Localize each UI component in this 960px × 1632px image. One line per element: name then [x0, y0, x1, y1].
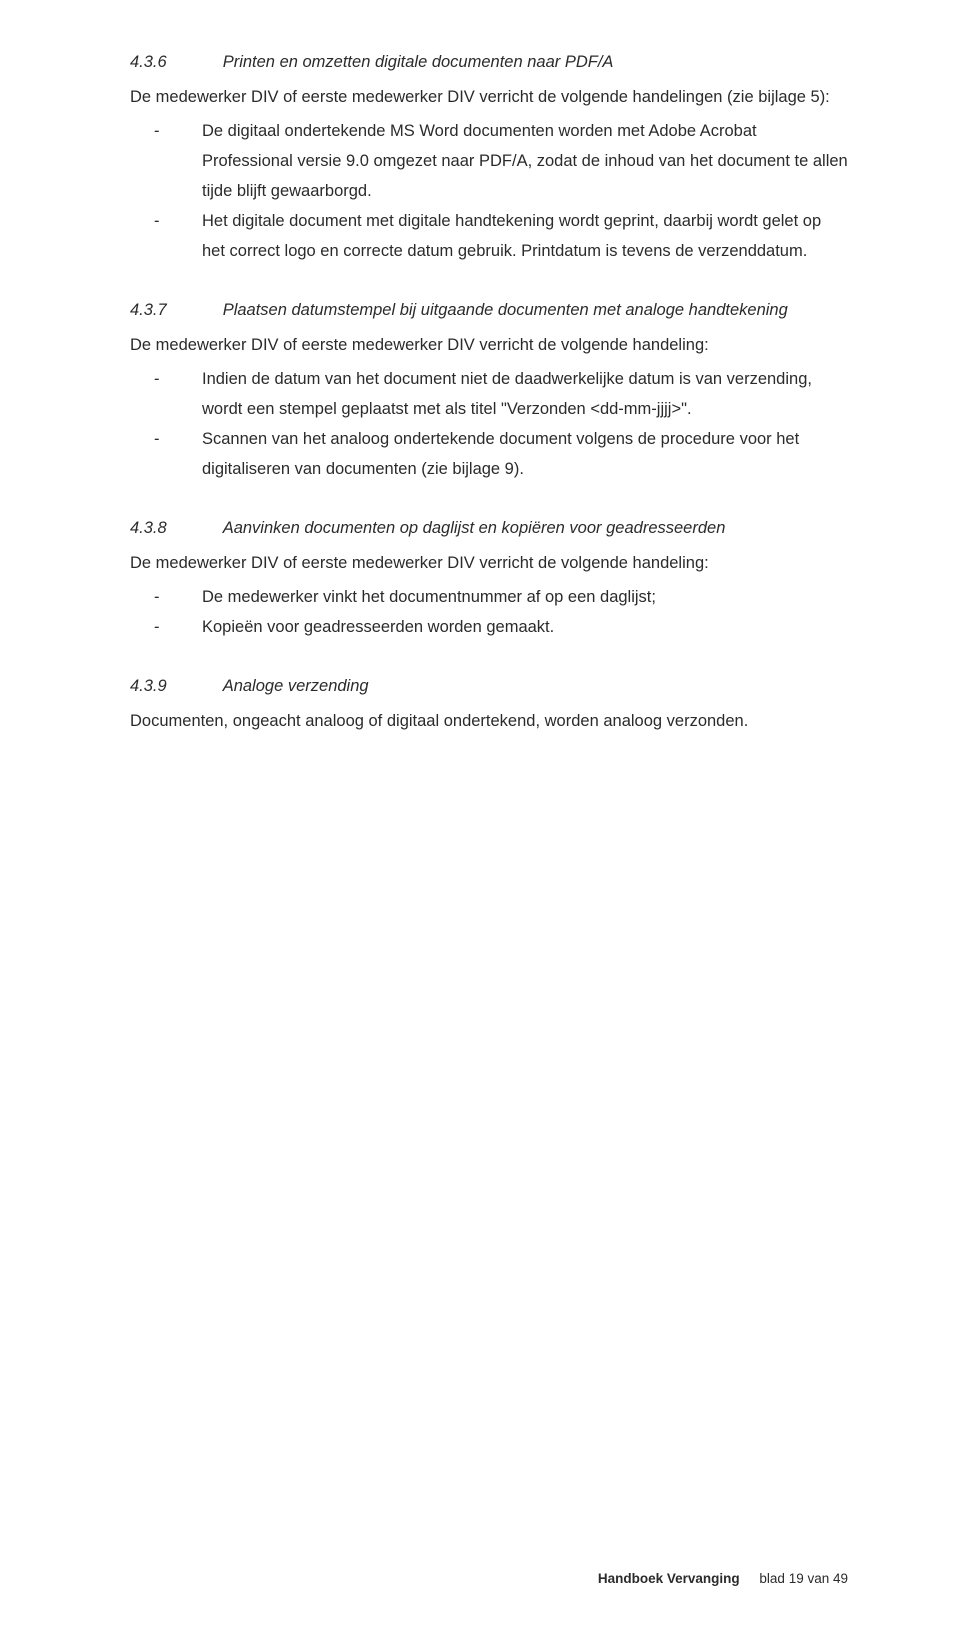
list-item: - Het digitale document met digitale han…	[130, 206, 848, 266]
section-439: 4.3.9 Analoge verzending Documenten, ong…	[130, 672, 848, 736]
section-436-intro: De medewerker DIV of eerste medewerker D…	[130, 82, 848, 112]
bullet-text: De digitaal ondertekende MS Word documen…	[202, 116, 848, 206]
list-item: - Indien de datum van het document niet …	[130, 364, 848, 424]
section-436: 4.3.6 Printen en omzetten digitale docum…	[130, 48, 848, 266]
bullet-dash-icon: -	[130, 582, 202, 612]
section-437-bullets: - Indien de datum van het document niet …	[130, 364, 848, 484]
section-437-number: 4.3.7	[130, 296, 167, 324]
section-438-heading: 4.3.8 Aanvinken documenten op daglijst e…	[130, 514, 848, 542]
section-439-number: 4.3.9	[130, 672, 167, 700]
bullet-text: Kopieën voor geadresseerden worden gemaa…	[202, 612, 848, 642]
page-footer: Handboek Vervanging blad 19 van 49	[598, 1571, 848, 1586]
section-439-body: Documenten, ongeacht analoog of digitaal…	[130, 706, 848, 736]
list-item: - De medewerker vinkt het documentnummer…	[130, 582, 848, 612]
section-438-number: 4.3.8	[130, 514, 167, 542]
bullet-text: Indien de datum van het document niet de…	[202, 364, 848, 424]
section-436-bullets: - De digitaal ondertekende MS Word docum…	[130, 116, 848, 266]
bullet-dash-icon: -	[130, 424, 202, 484]
bullet-dash-icon: -	[130, 364, 202, 424]
section-439-title: Analoge verzending	[223, 672, 369, 700]
list-item: - Scannen van het analoog ondertekende d…	[130, 424, 848, 484]
footer-title: Handboek Vervanging	[598, 1571, 740, 1586]
section-437-heading: 4.3.7 Plaatsen datumstempel bij uitgaand…	[130, 296, 848, 324]
section-437: 4.3.7 Plaatsen datumstempel bij uitgaand…	[130, 296, 848, 484]
section-436-number: 4.3.6	[130, 48, 167, 76]
section-436-heading: 4.3.6 Printen en omzetten digitale docum…	[130, 48, 848, 76]
bullet-dash-icon: -	[130, 612, 202, 642]
list-item: - De digitaal ondertekende MS Word docum…	[130, 116, 848, 206]
bullet-dash-icon: -	[130, 116, 202, 206]
page: 4.3.6 Printen en omzetten digitale docum…	[0, 0, 960, 1632]
section-436-title: Printen en omzetten digitale documenten …	[223, 48, 614, 76]
section-439-heading: 4.3.9 Analoge verzending	[130, 672, 848, 700]
bullet-text: Het digitale document met digitale handt…	[202, 206, 848, 266]
bullet-dash-icon: -	[130, 206, 202, 266]
section-438: 4.3.8 Aanvinken documenten op daglijst e…	[130, 514, 848, 642]
bullet-text: De medewerker vinkt het documentnummer a…	[202, 582, 848, 612]
section-437-intro: De medewerker DIV of eerste medewerker D…	[130, 330, 848, 360]
section-438-title: Aanvinken documenten op daglijst en kopi…	[223, 514, 726, 542]
footer-page: blad 19 van 49	[759, 1571, 848, 1586]
list-item: - Kopieën voor geadresseerden worden gem…	[130, 612, 848, 642]
section-437-title: Plaatsen datumstempel bij uitgaande docu…	[223, 296, 788, 324]
bullet-text: Scannen van het analoog ondertekende doc…	[202, 424, 848, 484]
section-438-bullets: - De medewerker vinkt het documentnummer…	[130, 582, 848, 642]
section-438-intro: De medewerker DIV of eerste medewerker D…	[130, 548, 848, 578]
